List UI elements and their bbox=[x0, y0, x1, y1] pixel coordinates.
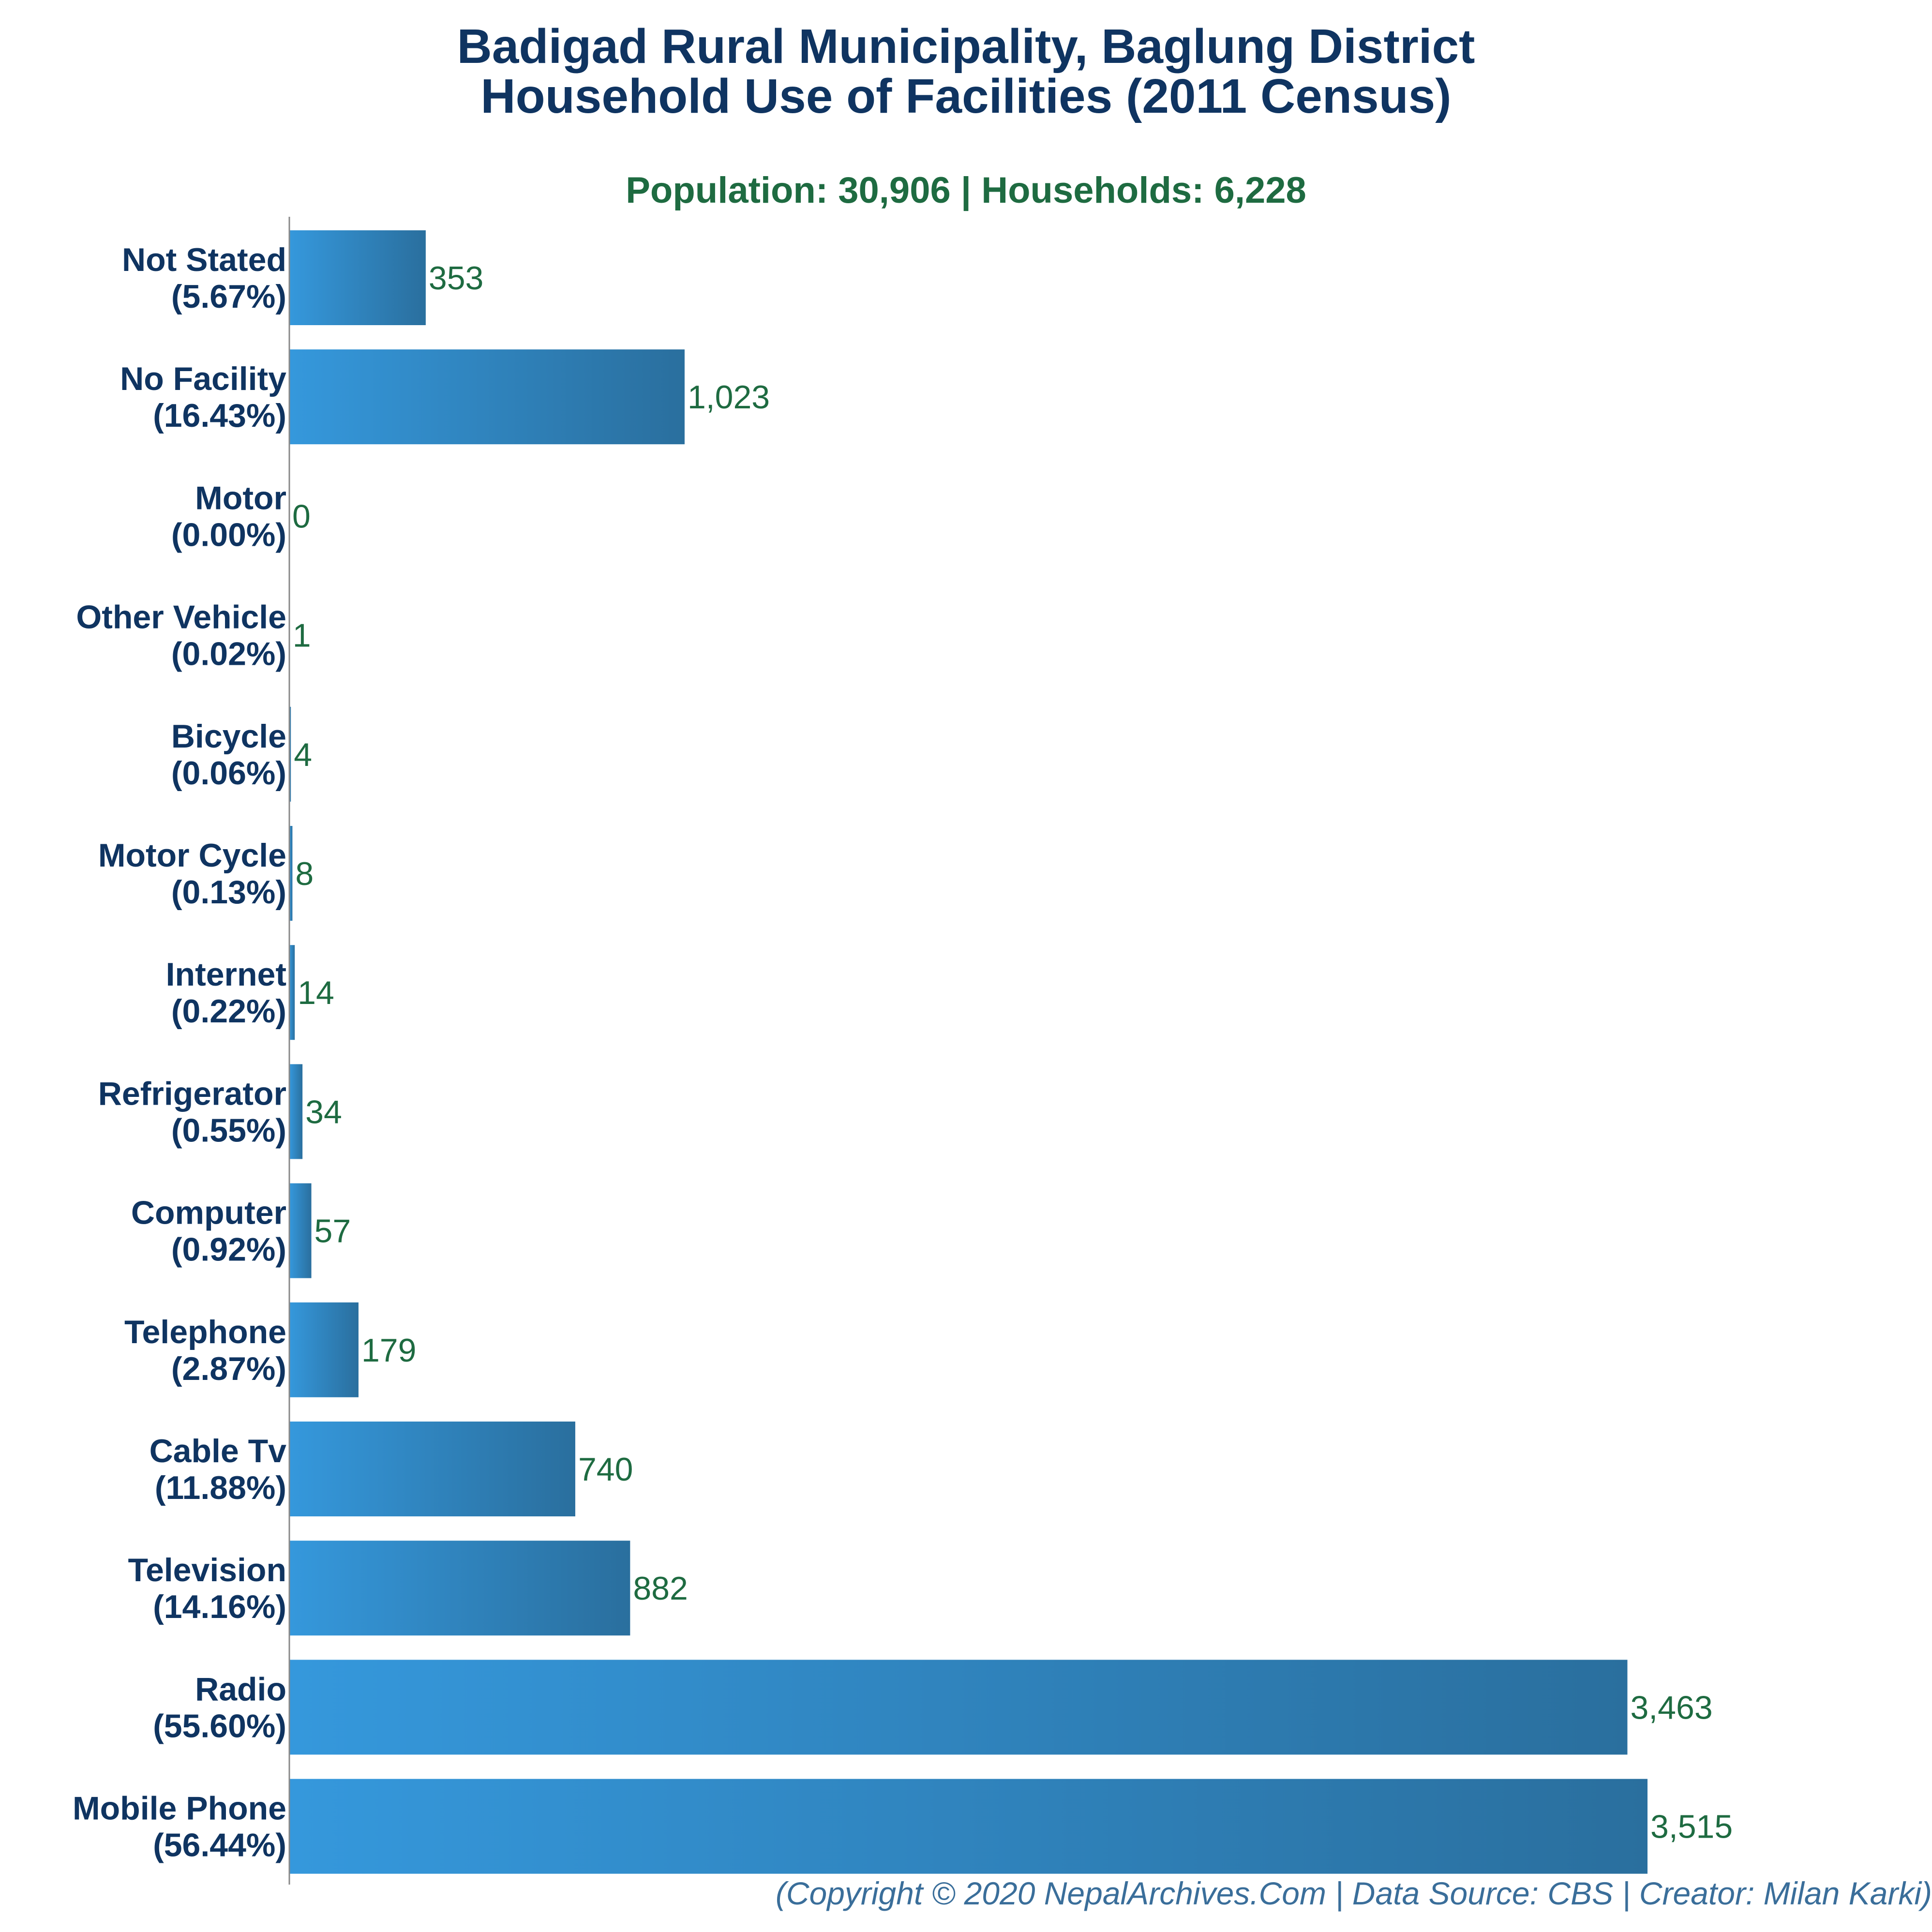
bar-internet bbox=[289, 945, 295, 1040]
category-percent-label: (5.67%) bbox=[171, 278, 286, 315]
category-label: Other Vehicle bbox=[76, 599, 286, 636]
bar-radio bbox=[289, 1660, 1628, 1755]
bar-cable-tv bbox=[289, 1422, 575, 1516]
category-label: Computer bbox=[131, 1195, 286, 1231]
category-percent-label: (55.60%) bbox=[153, 1707, 286, 1744]
category-percent-label: (14.16%) bbox=[153, 1588, 286, 1625]
category-percent-label: (0.02%) bbox=[171, 636, 286, 673]
category-percent-label: (56.44%) bbox=[153, 1827, 286, 1864]
bar-bicycle bbox=[289, 706, 291, 802]
chart-title-line2: Household Use of Facilities (2011 Census… bbox=[480, 69, 1452, 123]
category-percent-label: (16.43%) bbox=[153, 397, 286, 434]
category-label: Not Stated bbox=[122, 241, 286, 278]
value-label: 8 bbox=[295, 855, 314, 892]
bar-series: 353 Not Stated(5.67%) 1,023 No Facility(16.… bbox=[73, 230, 1733, 1874]
bar-no-facility bbox=[289, 349, 685, 445]
value-label: 4 bbox=[294, 736, 312, 773]
footer-credit: (Copyright © 2020 NepalArchives.Com | Da… bbox=[775, 1875, 1932, 1911]
chart-title: Badigad Rural Municipality, Baglung Dist… bbox=[457, 19, 1475, 74]
category-label: Bicycle bbox=[171, 718, 286, 755]
value-label: 179 bbox=[361, 1332, 416, 1369]
category-percent-label: (2.87%) bbox=[171, 1350, 286, 1387]
category-percent-label: (0.55%) bbox=[171, 1112, 286, 1149]
category-label: Mobile Phone bbox=[73, 1790, 286, 1827]
value-label: 353 bbox=[429, 260, 483, 297]
bar-television bbox=[289, 1541, 630, 1636]
category-label: Internet bbox=[166, 956, 286, 993]
category-label: Motor bbox=[195, 479, 286, 516]
value-label: 34 bbox=[305, 1093, 342, 1130]
bar-not-stated bbox=[289, 230, 426, 325]
value-label: 3,515 bbox=[1650, 1809, 1733, 1845]
category-percent-label: (0.00%) bbox=[171, 516, 286, 553]
bar-motor-cycle bbox=[289, 826, 293, 921]
category-percent-label: (11.88%) bbox=[155, 1469, 286, 1506]
value-label: 1 bbox=[293, 617, 311, 654]
category-label: Motor Cycle bbox=[98, 837, 286, 874]
bar-refrigerator bbox=[289, 1064, 303, 1159]
category-label: Radio bbox=[195, 1671, 286, 1707]
value-label: 3,463 bbox=[1630, 1689, 1712, 1726]
category-percent-label: (0.22%) bbox=[171, 993, 286, 1030]
category-percent-label: (0.13%) bbox=[171, 874, 286, 911]
value-label: 1,023 bbox=[688, 379, 770, 416]
bar-computer bbox=[289, 1183, 312, 1278]
value-label: 0 bbox=[292, 498, 311, 535]
value-label: 14 bbox=[298, 974, 334, 1011]
bar-mobile-phone bbox=[289, 1779, 1647, 1874]
category-label: Television bbox=[128, 1552, 286, 1588]
value-label: 57 bbox=[315, 1213, 351, 1250]
category-label: No Facility bbox=[120, 360, 286, 397]
chart-subtitle: Population: 30,906 | Households: 6,228 bbox=[626, 170, 1306, 211]
value-label: 882 bbox=[633, 1570, 688, 1607]
bar-telephone bbox=[289, 1302, 359, 1397]
category-percent-label: (0.06%) bbox=[171, 755, 286, 792]
category-label: Telephone bbox=[124, 1314, 286, 1350]
category-percent-label: (0.92%) bbox=[171, 1231, 286, 1268]
value-label: 740 bbox=[578, 1451, 633, 1488]
category-label: Refrigerator bbox=[98, 1075, 286, 1112]
category-label: Cable Tv bbox=[150, 1433, 287, 1469]
